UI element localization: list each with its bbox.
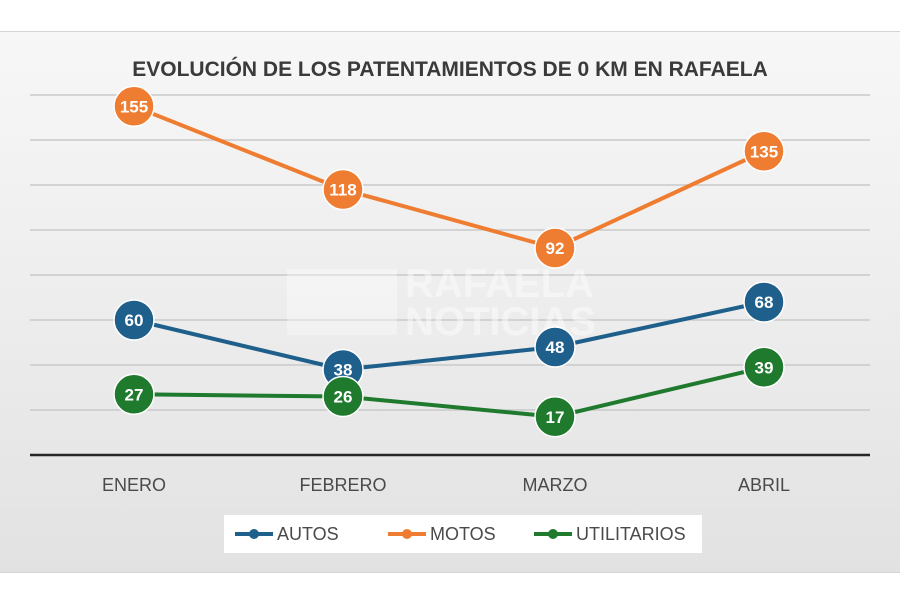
chart-title: EVOLUCIÓN DE LOS PATENTAMIENTOS DE 0 KM … [132, 57, 768, 81]
legend-box [224, 515, 702, 553]
legend-marker-utilitarios [548, 529, 558, 539]
legend-marker-autos [249, 529, 259, 539]
legend: AUTOS MOTOS UTILITARIOS [235, 524, 686, 544]
data-label-utilitarios: 27 [125, 385, 144, 404]
watermark-line1: RAFAELA [405, 262, 594, 306]
data-point-motos [534, 227, 576, 269]
data-label-motos: 118 [329, 181, 356, 200]
data-point-motos [113, 85, 155, 127]
data-point-autos [743, 281, 785, 323]
data-label-motos: 155 [120, 97, 148, 116]
series-line-autos [133, 300, 765, 372]
data-label-utilitarios: 39 [755, 358, 774, 377]
data-point-motos [322, 168, 364, 211]
series-group: 60 38 48 68 155 118 92 135 27 26 17 39 [113, 85, 785, 438]
data-label-autos: 38 [334, 361, 353, 380]
data-point-utilitarios [743, 346, 785, 388]
data-label-autos: 68 [755, 293, 774, 312]
data-point-utilitarios [113, 373, 155, 415]
data-label-motos: 135 [750, 142, 778, 161]
gridlines [30, 94, 870, 411]
data-point-utilitarios [322, 375, 364, 418]
data-label-motos: 92 [546, 239, 565, 258]
data-point-autos [534, 326, 576, 368]
data-label-utilitarios: 26 [334, 388, 353, 407]
series-line-motos [133, 104, 765, 250]
watermark: RAFAELA NOTICIAS [287, 262, 596, 344]
x-axis-ticks: ENERO FEBRERO MARZO ABRIL [102, 475, 790, 495]
series-line-utilitarios [133, 365, 765, 419]
watermark-logo-icon [287, 269, 397, 335]
chart-panel: RAFAELA NOTICIAS EVOLUCIÓN DE LOS PATENT… [0, 31, 900, 573]
data-point-motos [743, 130, 785, 172]
legend-label-autos: AUTOS [277, 524, 339, 544]
data-label-autos: 48 [546, 338, 565, 357]
data-label-autos: 60 [125, 311, 144, 330]
x-tick-label: MARZO [523, 475, 588, 495]
x-tick-label: FEBRERO [299, 475, 386, 495]
x-tick-label: ABRIL [738, 475, 790, 495]
x-tick-label: ENERO [102, 475, 166, 495]
legend-label-motos: MOTOS [430, 524, 496, 544]
data-point-autos [113, 299, 155, 341]
data-point-utilitarios [534, 396, 576, 438]
legend-label-utilitarios: UTILITARIOS [576, 524, 686, 544]
data-label-utilitarios: 17 [546, 408, 565, 427]
legend-marker-motos [402, 529, 412, 539]
line-chart: RAFAELA NOTICIAS EVOLUCIÓN DE LOS PATENT… [30, 57, 870, 553]
